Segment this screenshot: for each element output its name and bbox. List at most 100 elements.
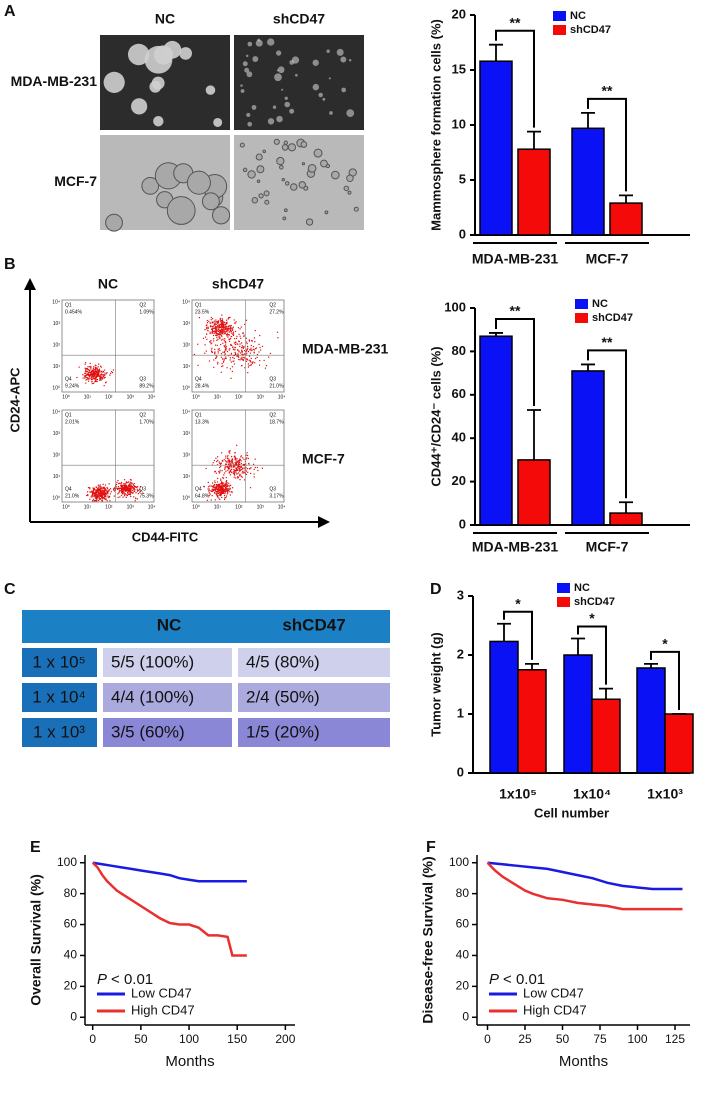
event-dot (220, 492, 222, 494)
event-dot (84, 377, 86, 379)
event-dot (214, 344, 217, 346)
event-dot (209, 331, 211, 333)
event-dot (93, 373, 95, 375)
event-dot (215, 488, 218, 490)
error-bar (644, 662, 658, 668)
event-dot (215, 486, 217, 488)
event-dot (215, 323, 217, 325)
event-dot (216, 334, 219, 336)
event-dot (217, 363, 219, 365)
event-dot (250, 340, 253, 342)
event-dot (197, 343, 199, 345)
event-dot (238, 351, 240, 353)
flow-frame (191, 299, 285, 393)
table-row-label: 1 x 10⁴ (32, 687, 86, 706)
event-dot (91, 378, 93, 380)
event-dot (102, 377, 104, 379)
event-dot (87, 377, 89, 379)
table-cell (22, 718, 97, 747)
event-dot (220, 485, 222, 487)
event-dot (211, 347, 213, 349)
event-dot (229, 452, 231, 454)
event-dot (234, 353, 237, 355)
event-dot (228, 340, 231, 342)
event-dot (222, 482, 224, 484)
flow-x-tick: 10² (105, 504, 113, 510)
legend-label: NC (570, 10, 586, 22)
event-dot (94, 378, 97, 380)
event-dot (88, 373, 90, 375)
event-dot (129, 481, 132, 483)
event-dot (116, 481, 118, 483)
event-dot (204, 336, 207, 338)
event-dot (89, 491, 91, 493)
y-tick-label: 80 (452, 343, 466, 358)
event-dot (243, 334, 245, 336)
event-dot (105, 381, 107, 383)
quadrant-label: Q2 (139, 412, 146, 418)
event-dot (223, 327, 225, 329)
event-dot (217, 459, 219, 461)
event-dot (257, 469, 259, 472)
event-dot (217, 487, 219, 489)
sphere (153, 116, 164, 127)
event-dot (249, 349, 251, 351)
event-dot (89, 374, 92, 376)
quadrant-percent: 23.5% (195, 309, 210, 315)
event-dot (100, 374, 102, 376)
event-dot (241, 365, 243, 367)
event-dot (98, 499, 100, 502)
event-dot (259, 359, 261, 362)
table-cell (103, 718, 232, 747)
event-dot (234, 463, 236, 465)
event-dot (232, 360, 234, 362)
event-dot (98, 372, 100, 374)
event-dot (222, 488, 224, 490)
x-tick-label: 100 (627, 1032, 647, 1046)
event-dot (207, 326, 209, 328)
event-dot (240, 456, 242, 458)
event-dot (229, 487, 231, 489)
event-dot (229, 461, 231, 463)
event-dot (225, 470, 227, 472)
event-dot (109, 488, 112, 490)
event-dot (238, 350, 240, 352)
event-dot (242, 332, 245, 334)
flow-y-tick: 10⁰ (52, 385, 60, 391)
sphere (276, 69, 279, 72)
flow-y-tick: 10³ (183, 431, 191, 437)
event-dot (243, 356, 245, 359)
event-dot (226, 327, 228, 330)
event-dot (245, 350, 247, 353)
event-dot (224, 472, 226, 474)
event-dot (120, 484, 122, 486)
micrograph (100, 35, 230, 130)
event-dot (234, 458, 236, 460)
event-dot (92, 377, 95, 379)
event-dot (225, 330, 227, 333)
event-dot (98, 363, 100, 365)
event-dot (130, 495, 132, 498)
event-dot (136, 498, 139, 500)
event-dot (227, 354, 229, 357)
event-dot (220, 320, 222, 322)
event-dot (227, 460, 229, 462)
event-dot (221, 482, 223, 484)
event-dot (240, 475, 243, 477)
event-dot (222, 489, 224, 491)
event-dot (112, 369, 115, 371)
event-dot (88, 375, 90, 377)
flow-row-label: MCF-7 (302, 451, 345, 467)
event-dot (248, 339, 250, 341)
event-dot (225, 329, 227, 331)
event-dot (232, 472, 234, 475)
event-dot (94, 366, 97, 368)
event-dot (122, 496, 124, 498)
event-dot (243, 353, 246, 355)
event-dot (232, 346, 234, 349)
event-dot (94, 491, 96, 493)
event-dot (224, 349, 226, 351)
significance-bracket (495, 317, 535, 406)
significance-bracket (577, 625, 607, 685)
event-dot (95, 372, 97, 374)
